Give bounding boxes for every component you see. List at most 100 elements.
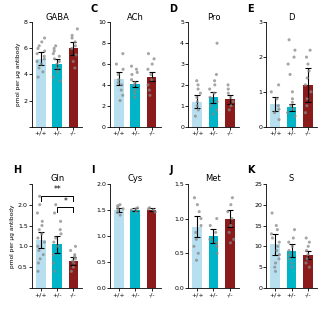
Point bbox=[40, 219, 45, 224]
Point bbox=[71, 260, 76, 266]
Point bbox=[51, 75, 56, 80]
Point bbox=[276, 256, 282, 261]
Point bbox=[52, 46, 57, 51]
Point bbox=[116, 72, 121, 77]
Point bbox=[227, 107, 232, 112]
Point bbox=[58, 219, 63, 224]
Point bbox=[42, 56, 47, 61]
Point bbox=[39, 223, 44, 228]
Point bbox=[269, 211, 275, 216]
Bar bbox=[114, 210, 124, 288]
Point bbox=[212, 82, 217, 87]
Bar bbox=[147, 210, 156, 288]
Point bbox=[277, 252, 282, 257]
Point bbox=[36, 43, 42, 48]
Point bbox=[73, 256, 78, 261]
Point bbox=[214, 99, 220, 104]
Point bbox=[275, 227, 280, 232]
Point bbox=[286, 37, 292, 42]
Point bbox=[307, 68, 312, 74]
Bar bbox=[114, 79, 124, 126]
Text: K: K bbox=[247, 165, 255, 175]
Point bbox=[196, 251, 201, 256]
Point bbox=[226, 86, 231, 92]
Point bbox=[117, 98, 123, 103]
Point bbox=[115, 205, 120, 210]
Point bbox=[133, 206, 139, 212]
Point bbox=[146, 206, 151, 212]
Title: S: S bbox=[289, 174, 294, 183]
Point bbox=[214, 72, 219, 77]
Bar bbox=[209, 97, 218, 126]
Point bbox=[194, 95, 199, 100]
Point bbox=[192, 195, 197, 200]
Point bbox=[304, 54, 309, 60]
Point bbox=[37, 256, 43, 261]
Point bbox=[54, 61, 60, 67]
Point bbox=[303, 110, 308, 115]
Point bbox=[51, 240, 56, 245]
Text: C: C bbox=[91, 4, 98, 14]
Point bbox=[41, 252, 46, 257]
Point bbox=[304, 236, 309, 241]
Text: E: E bbox=[247, 4, 254, 14]
Point bbox=[308, 48, 313, 53]
Point bbox=[305, 76, 310, 81]
Point bbox=[53, 202, 58, 207]
Point bbox=[214, 244, 220, 249]
Point bbox=[118, 212, 123, 218]
Point bbox=[308, 89, 314, 94]
Title: GABA: GABA bbox=[45, 12, 69, 22]
Point bbox=[275, 244, 280, 249]
Point bbox=[148, 72, 154, 77]
Point bbox=[153, 209, 158, 214]
Point bbox=[196, 86, 201, 92]
Point bbox=[304, 103, 309, 108]
Point bbox=[57, 54, 62, 59]
Point bbox=[70, 258, 75, 263]
Point bbox=[198, 223, 204, 228]
Bar bbox=[192, 101, 202, 126]
Point bbox=[274, 248, 279, 253]
Point bbox=[304, 256, 309, 261]
Point bbox=[116, 207, 121, 212]
Point bbox=[51, 260, 56, 266]
Bar bbox=[52, 244, 62, 288]
Point bbox=[286, 240, 291, 245]
Point bbox=[273, 260, 278, 266]
Point bbox=[37, 194, 42, 199]
Point bbox=[72, 254, 77, 259]
Point bbox=[195, 202, 200, 207]
Point bbox=[231, 99, 236, 104]
Point bbox=[134, 67, 139, 72]
Point bbox=[147, 205, 152, 210]
Point bbox=[287, 252, 292, 257]
Point bbox=[42, 54, 47, 59]
Bar bbox=[36, 59, 46, 126]
Point bbox=[39, 61, 44, 67]
Point bbox=[52, 211, 57, 216]
Point bbox=[290, 107, 295, 112]
Point bbox=[196, 107, 201, 112]
Point bbox=[208, 223, 213, 228]
Point bbox=[36, 248, 42, 253]
Point bbox=[207, 237, 212, 242]
Point bbox=[74, 52, 79, 58]
Point bbox=[303, 260, 308, 266]
Point bbox=[121, 206, 126, 212]
Point bbox=[228, 202, 233, 207]
Bar bbox=[270, 104, 280, 126]
Y-axis label: pmol per μg antibody: pmol per μg antibody bbox=[16, 43, 21, 106]
Point bbox=[207, 95, 212, 100]
Point bbox=[116, 80, 121, 85]
Point bbox=[198, 91, 203, 96]
Point bbox=[51, 51, 56, 56]
Bar bbox=[52, 64, 62, 126]
Point bbox=[289, 260, 294, 266]
Point bbox=[214, 216, 219, 221]
Point bbox=[151, 56, 156, 61]
Point bbox=[114, 61, 119, 67]
Point bbox=[119, 82, 124, 87]
Point bbox=[35, 51, 40, 56]
Point bbox=[228, 103, 234, 108]
